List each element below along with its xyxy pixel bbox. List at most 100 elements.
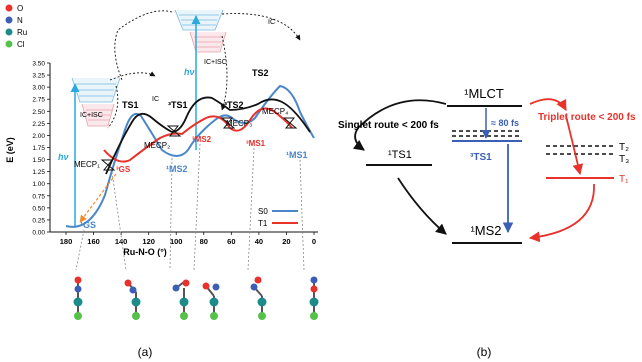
molecule-4	[202, 282, 220, 320]
right-excitation-ladder: hν IC+ISC IC	[114, 9, 301, 150]
y-tick-label: 3.50	[32, 61, 45, 68]
y-tick-label: 2.75	[32, 97, 45, 104]
panel-b: ¹MLCT ³TS1 ≈ 80 fs Singlet route < 200 f…	[338, 86, 636, 359]
t1-label: T₁	[619, 174, 629, 185]
x-tick-label: 60	[227, 237, 235, 246]
ic-isc-arc-right	[220, 35, 228, 111]
x-tick-label: 80	[200, 237, 208, 246]
atom-ru-swatch	[5, 28, 13, 36]
legend-t1-label: T1	[258, 219, 268, 228]
gs-triplet-label: ³GS	[116, 165, 131, 174]
singlet-to-ms2-arrow	[397, 177, 447, 235]
molecule-6	[309, 276, 319, 320]
pes-annotations: ¹GS ³GS MECP₁ MECP₂ MECP₃ MECP₄ TS1 ³TS1…	[74, 68, 308, 230]
x-tick-label: 20	[282, 237, 290, 246]
molecule-2	[124, 279, 141, 320]
mecp2-marker	[166, 125, 182, 137]
y-tick-label: 0.25	[32, 217, 45, 224]
mecp1-marker	[100, 159, 116, 171]
ts1-triplet-label: ³TS1	[168, 100, 188, 110]
x-tick-label: 0	[312, 237, 316, 246]
atom-cl-label: Cl	[17, 40, 25, 49]
ms1-triplet-label: ³MS1	[246, 139, 266, 148]
x-tick-label: 100	[170, 237, 183, 246]
ic-isc-label-left: IC+ISC	[80, 112, 103, 119]
legend-s0-label: S0	[258, 207, 268, 216]
x-tick-label: 180	[60, 237, 73, 246]
ts1-triplet-label-b: ³TS1	[470, 152, 492, 163]
singlet-route-label: Singlet route < 200 fs	[338, 120, 439, 131]
x-axis-title: Ru-N-O (°)	[123, 247, 167, 257]
molecule-1	[73, 276, 83, 320]
y-tick-label: 1.75	[32, 145, 45, 152]
y-tick-label: 1.50	[32, 157, 45, 164]
ic-isc-label-right: IC+ISC	[204, 59, 227, 66]
mecp-markers	[100, 117, 298, 171]
atom-ru-label: Ru	[17, 28, 27, 37]
triplet-cascade-arrow	[565, 115, 584, 176]
y-tick-label: 2.50	[32, 109, 45, 116]
panel-b-caption: (b)	[477, 345, 492, 359]
y-tick-label: 3.00	[32, 85, 45, 92]
x-tick-label: 160	[87, 237, 100, 246]
mlct-label: ¹MLCT	[464, 86, 504, 101]
panel-a-caption: (a)	[138, 345, 153, 359]
ts2-label: TS2	[252, 68, 269, 78]
y-ticks: 0.00 0.25 0.50 0.75 1.00 1.25 1.50 1.75 2.00 2.25…	[32, 61, 50, 237]
atom-n-label: N	[17, 16, 23, 25]
atom-n-swatch	[5, 16, 13, 24]
atom-o-label: O	[17, 4, 23, 13]
ms1-singlet-label: ¹MS1	[286, 150, 308, 160]
triplet-route-label: Triplet route < 200 fs	[538, 112, 636, 123]
mecp2-label: MECP₂	[144, 141, 170, 150]
ms2-triplet-label: ³MS2	[192, 135, 212, 144]
pes-curves	[65, 84, 315, 228]
y-tick-label: 0.50	[32, 205, 45, 212]
ic-label-left: IC	[152, 96, 159, 103]
y-tick-label: 1.25	[32, 169, 45, 176]
black-curve-left	[105, 96, 311, 175]
series-legend: S0 T1	[258, 207, 298, 228]
mecp4-label: MECP₄	[262, 107, 288, 116]
triplet-route-arrow	[529, 98, 567, 111]
t1-curve	[103, 107, 293, 163]
left-excitation-ladder: hν IC+ISC IC	[58, 71, 159, 226]
atom-cl-swatch	[5, 40, 13, 48]
mecp4-marker	[282, 117, 298, 129]
ms2-label: ¹MS2	[470, 223, 501, 238]
fs80-label: ≈ 80 fs	[491, 118, 519, 128]
mecp3-marker	[220, 117, 236, 129]
ts1-label: TS1	[122, 100, 139, 110]
atom-legend: O N Ru Cl	[5, 4, 27, 49]
ts1-singlet-label-b: ¹TS1	[388, 149, 412, 161]
y-tick-label: 3.25	[32, 73, 45, 80]
ts2-triplet-label: ³TS2	[224, 100, 244, 110]
x-tick-label: 120	[142, 237, 155, 246]
molecule-guides	[75, 143, 305, 271]
panel-a-axes: 0.00 0.25 0.50 0.75 1.00 1.25 1.50 1.75 2.00 2.25…	[5, 61, 318, 257]
hv-label-right: hν	[184, 67, 195, 77]
molecule-structures	[73, 276, 319, 320]
atom-o-swatch	[5, 4, 13, 12]
y-tick-label: 1.00	[32, 181, 45, 188]
ic-arc-left	[109, 71, 156, 81]
dashed-arc-top	[114, 10, 173, 81]
y-tick-label: 2.00	[32, 133, 45, 140]
x-tick-label: 140	[115, 237, 128, 246]
t1-to-ms2-arrow	[528, 183, 595, 243]
t3-label: T₃	[619, 154, 629, 165]
x-ticks: 180 160 140 120 100 80 60 40 20 0	[60, 232, 316, 246]
mecp3-label: MECP₃	[226, 119, 252, 128]
molecule-5	[250, 276, 267, 320]
y-tick-label: 2.25	[32, 121, 45, 128]
y-tick-label: 0.00	[32, 230, 45, 237]
ic-label-right: IC	[268, 19, 275, 26]
x-tick-label: 40	[255, 237, 263, 246]
ic-arc-right	[221, 13, 301, 41]
t2-label: T₂	[619, 142, 629, 153]
ic-isc-arc-left	[107, 85, 119, 129]
orange-relax-arrow	[79, 173, 117, 223]
gs-singlet-label: ¹GS	[80, 220, 96, 230]
hv-label-left: hν	[58, 152, 69, 162]
